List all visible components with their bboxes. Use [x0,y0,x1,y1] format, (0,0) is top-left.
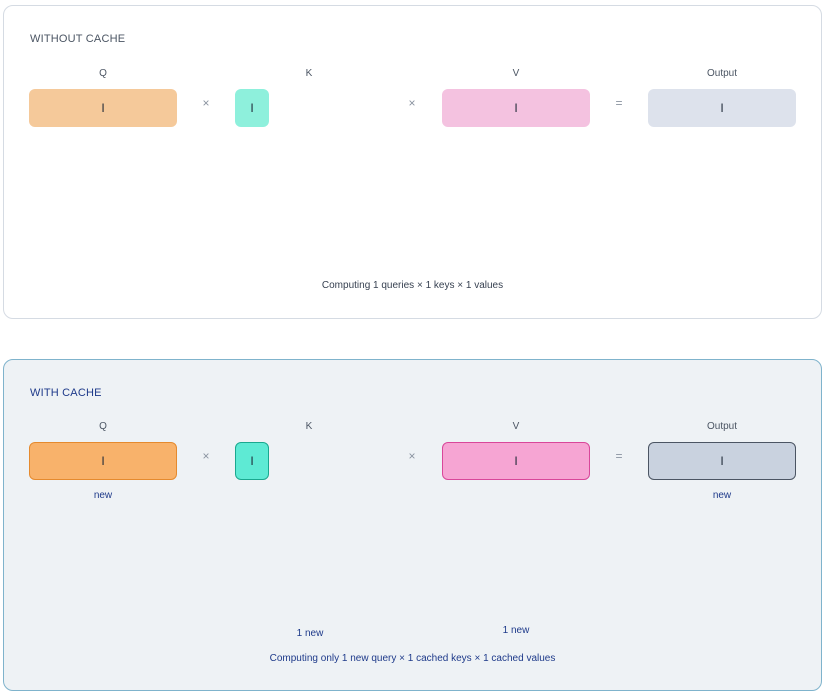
v-token: I [514,454,518,468]
v-token: I [514,101,518,115]
output-label: Output [706,68,738,79]
with-cache-title: WITH CACHE [30,387,102,399]
q-label: Q [99,421,107,432]
k-new-note: 1 new [296,628,324,639]
output-label: Output [706,421,738,432]
q-token: I [101,101,105,115]
output-matrix: I [648,442,796,480]
v-matrix: I [442,89,590,127]
output-matrix: I [648,89,796,127]
q-token: I [101,454,105,468]
v-matrix: I [442,442,590,480]
without-cache-caption: Computing 1 queries × 1 keys × 1 values [321,280,504,291]
with-cache-panel: WITH CACHE Q K V Output I × I × I = I ne… [3,359,822,691]
q-label: Q [99,68,107,79]
k-token: I [250,101,254,115]
v-label: V [512,421,520,432]
multiply-operator: × [202,96,210,110]
q-matrix: I [29,89,177,127]
with-cache-caption: Computing only 1 new query × 1 cached ke… [269,653,556,664]
q-matrix: I [29,442,177,480]
output-token: I [720,101,724,115]
output-new-note: new [712,490,732,501]
v-label: V [512,68,520,79]
multiply-operator: × [202,449,210,463]
k-label: K [305,68,313,79]
k-token: I [250,454,254,468]
equals-operator: = [615,96,623,110]
k-matrix: I [235,442,269,480]
equals-operator: = [615,449,623,463]
multiply-operator: × [408,449,416,463]
multiply-operator: × [408,96,416,110]
without-cache-title: WITHOUT CACHE [30,33,126,45]
output-token: I [720,454,724,468]
k-matrix: I [235,89,269,127]
v-new-note: 1 new [502,625,530,636]
q-new-note: new [93,490,113,501]
k-label: K [305,421,313,432]
without-cache-panel: WITHOUT CACHE Q K V Output I × I × I = I… [3,5,822,319]
